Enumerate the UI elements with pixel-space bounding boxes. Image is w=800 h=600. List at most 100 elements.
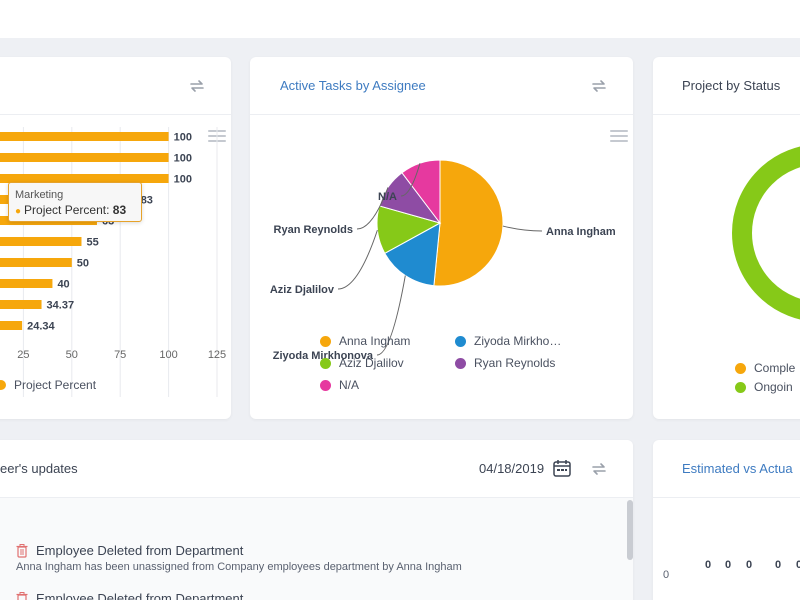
bar[interactable] xyxy=(0,279,53,288)
bar-chart: 255075100125100100100836355504034.3724.3… xyxy=(0,127,226,397)
data-label: 0 xyxy=(796,559,800,571)
x-tick-label: 125 xyxy=(208,349,226,361)
x-tick-label: 25 xyxy=(17,349,29,361)
bar[interactable] xyxy=(0,258,72,267)
legend-marker xyxy=(735,362,746,374)
tooltip-row: ● Project Percent: 83 xyxy=(15,203,126,217)
pie-slice[interactable] xyxy=(433,159,504,287)
data-label: 0 xyxy=(705,559,712,571)
legend-project-percent[interactable]: Project Percent xyxy=(0,378,96,392)
estimated-vs-actual-card: Estimated vs Actua 0 0 0 0 0 0 xyxy=(653,440,800,600)
pie-legend-item[interactable]: Ziyoda Mirkho… xyxy=(455,334,561,348)
project-percent-card: 255075100125100100100836355504034.3724.3… xyxy=(0,57,231,419)
refresh-icon[interactable] xyxy=(186,75,208,97)
pie-connector xyxy=(400,163,421,197)
legend-marker xyxy=(455,335,466,347)
data-label: 0 xyxy=(746,559,753,571)
bar-data-label: 50 xyxy=(77,258,89,270)
legend-label: Ziyoda Mirkho… xyxy=(474,334,562,348)
top-bar xyxy=(0,0,800,38)
pie-connector xyxy=(337,229,378,290)
tooltip-marker: ● xyxy=(15,206,22,217)
pie-data-label: Anna Ingham xyxy=(546,226,616,238)
bar-data-label: 83 xyxy=(141,195,153,207)
pie-legend-item[interactable]: Anna Ingham xyxy=(320,334,410,348)
x-tick-label: 75 xyxy=(114,349,126,361)
menu-icon[interactable] xyxy=(610,130,628,144)
card-title: Estimated vs Actua xyxy=(682,461,793,476)
update-title-row: Employee Deleted from Department xyxy=(16,543,462,558)
card-header xyxy=(653,57,800,115)
bar[interactable] xyxy=(0,132,169,141)
legend-label: Ryan Reynolds xyxy=(474,356,556,370)
bar-tooltip: Marketing ● Project Percent: 83 xyxy=(8,182,142,222)
y-axis-zero: 0 xyxy=(663,569,670,581)
refresh-icon[interactable] xyxy=(588,75,610,97)
bar[interactable] xyxy=(0,237,82,246)
update-item: Employee Deleted from Department Anna In… xyxy=(16,543,462,573)
data-label: 0 xyxy=(725,559,732,571)
legend-label: Aziz Djalilov xyxy=(339,356,404,370)
card-title: Active Tasks by Assignee xyxy=(280,78,426,93)
bar-data-label: 55 xyxy=(86,237,98,249)
updates-card: eer's updates 04/18/2019 Employee Delete… xyxy=(0,440,633,600)
tooltip-category: Marketing xyxy=(15,189,64,201)
update-desc: Anna Ingham has been unassigned from Com… xyxy=(16,561,462,573)
bar[interactable] xyxy=(0,153,169,162)
legend-label: Comple xyxy=(754,361,796,375)
pie-legend-item[interactable]: N/A xyxy=(320,378,359,392)
legend-marker xyxy=(320,379,331,391)
update-title: Employee Deleted from Department xyxy=(36,591,244,600)
pie-chart: Anna Ingham Ziyoda Mirkhonova Aziz Djalilo… xyxy=(270,159,616,362)
card-header xyxy=(0,57,231,115)
trash-icon xyxy=(16,543,28,558)
card-header xyxy=(0,440,633,498)
pie-connector xyxy=(376,275,406,356)
pie-legend-item[interactable]: Ryan Reynolds xyxy=(455,356,555,370)
scrollbar[interactable] xyxy=(627,500,633,560)
update-item: Employee Deleted from Department xyxy=(16,591,243,600)
card-header xyxy=(653,440,800,498)
bar-data-label: 34.37 xyxy=(47,300,75,312)
update-title-row: Employee Deleted from Department xyxy=(16,591,243,600)
legend-completed[interactable]: Comple xyxy=(735,361,795,375)
refresh-icon[interactable] xyxy=(588,458,610,480)
data-label: 0 xyxy=(775,559,782,571)
pie-data-label: Ryan Reynolds xyxy=(274,224,353,236)
calendar-icon[interactable] xyxy=(552,458,572,478)
pie-data-label: N/A xyxy=(378,191,397,203)
tooltip-value: 83 xyxy=(112,203,127,217)
pie-data-label: Aziz Djalilov xyxy=(270,284,335,296)
bar[interactable] xyxy=(0,174,169,183)
x-tick-label: 50 xyxy=(66,349,78,361)
legend-marker xyxy=(320,335,331,347)
legend-marker xyxy=(455,357,466,369)
bar[interactable] xyxy=(0,300,42,309)
pie-connector xyxy=(502,225,543,232)
legend-label: N/A xyxy=(339,378,360,392)
status-donut xyxy=(732,146,800,320)
legend-ongoing[interactable]: Ongoin xyxy=(735,380,793,394)
bar-data-label: 100 xyxy=(174,153,192,165)
bar[interactable] xyxy=(0,321,23,330)
trash-icon xyxy=(16,591,28,600)
legend-marker xyxy=(735,381,746,393)
bar-data-label: 100 xyxy=(174,132,192,144)
pie-legend-item[interactable]: Aziz Djalilov xyxy=(320,356,404,370)
active-tasks-card: Active Tasks by Assignee Anna Ingham Ziyo… xyxy=(250,57,633,419)
project-status-card: Project by Status Comple Ongoin xyxy=(653,57,800,419)
legend-marker xyxy=(320,357,331,369)
legend-label: Project Percent xyxy=(14,378,97,392)
pie-data-label: Ziyoda Mirkhonova xyxy=(273,350,374,362)
tooltip-series: Project Percent: xyxy=(24,203,110,217)
card-title: Project by Status xyxy=(682,78,781,93)
pie-connector xyxy=(356,187,389,230)
bar-data-label: 40 xyxy=(57,279,69,291)
update-title: Employee Deleted from Department xyxy=(36,543,244,558)
legend-label: Anna Ingham xyxy=(339,334,411,348)
bar-data-label: 24.34 xyxy=(27,321,55,333)
legend-label: Ongoin xyxy=(754,380,793,394)
legend-marker xyxy=(0,380,6,390)
updates-date: 04/18/2019 xyxy=(479,461,545,476)
donut-ring xyxy=(732,146,800,320)
